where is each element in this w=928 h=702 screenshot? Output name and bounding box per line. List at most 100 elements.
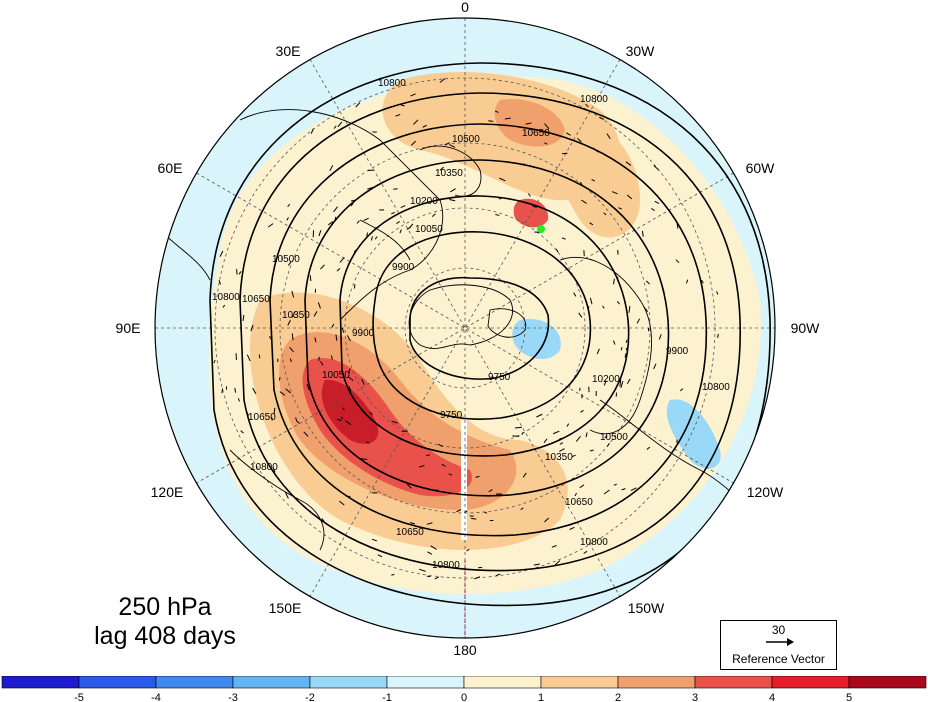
- wind-vector: [287, 261, 292, 266]
- wind-vector: [320, 264, 325, 270]
- colorbar-tick-label: 0: [461, 692, 467, 702]
- wind-vector: [410, 93, 416, 97]
- wind-vector: [391, 573, 395, 576]
- wind-vector: [222, 304, 226, 308]
- wind-vector: [431, 213, 436, 217]
- wind-vector: [306, 383, 310, 391]
- colorbar-tick-label: 4: [769, 692, 775, 702]
- wind-vector: [499, 177, 506, 182]
- wind-vector: [336, 418, 342, 422]
- wind-vector: [391, 211, 395, 215]
- wind-vector: [339, 257, 345, 263]
- contour-label-10200: 10200: [410, 196, 438, 207]
- wind-vector: [474, 576, 481, 580]
- wind-vector: [514, 426, 522, 429]
- wind-vector: [448, 473, 453, 476]
- contour-label-10500-b: 10500: [600, 432, 628, 443]
- wind-vector: [532, 205, 537, 208]
- longitude-labels: 0 30W 60W 90W 120W 150W 180 150E 120E 90…: [116, 0, 821, 658]
- wind-vector: [466, 549, 470, 552]
- wind-vector: [314, 337, 317, 343]
- wind-vector: [336, 267, 341, 272]
- colorbar-box: [386, 676, 465, 689]
- wind-vector: [317, 302, 321, 309]
- wind-vector: [475, 475, 480, 478]
- colorbar-box: [78, 676, 157, 689]
- wind-vector: [272, 466, 276, 473]
- wind-vector: [353, 247, 359, 253]
- wind-vector: [334, 216, 337, 221]
- contour-label-10800-b: 10800: [580, 537, 608, 548]
- wind-vector: [313, 311, 318, 317]
- contour-label-9900-right: 9900: [666, 346, 689, 357]
- contour-label-10650-sw: 10650: [248, 412, 276, 423]
- wind-vector: [544, 517, 550, 523]
- wind-vector: [400, 104, 405, 107]
- wind-vector: [374, 236, 378, 240]
- wind-vector: [439, 166, 444, 171]
- wind-vector: [267, 223, 274, 228]
- wind-vector: [653, 165, 660, 171]
- wind-vector: [406, 226, 411, 230]
- wind-vector: [581, 199, 587, 204]
- wind-vector: [410, 140, 417, 146]
- wind-vector: [619, 379, 622, 387]
- reference-arrow-icon: [766, 638, 794, 646]
- colorbar-box: [309, 676, 388, 689]
- wind-vector: [303, 431, 309, 437]
- wind-vector: [464, 510, 468, 514]
- wind-vector: [625, 347, 629, 353]
- wind-vector: [536, 413, 543, 418]
- wind-vector: [289, 346, 294, 353]
- wind-vector: [603, 489, 610, 495]
- wind-vector: [213, 359, 216, 364]
- colorbar-box: [694, 676, 773, 689]
- wind-vector: [269, 335, 272, 340]
- wind-vector: [410, 522, 416, 525]
- wind-vector: [589, 222, 594, 226]
- wind-vector: [520, 507, 524, 510]
- wind-vector: [449, 144, 456, 148]
- wind-vector: [583, 550, 588, 554]
- wind-vector: [599, 116, 605, 120]
- wind-vector: [625, 339, 628, 343]
- wind-vector: [654, 200, 660, 204]
- wind-vector: [602, 305, 605, 309]
- wind-vector: [558, 437, 562, 441]
- wind-vector: [238, 271, 242, 275]
- wind-vector: [361, 378, 365, 385]
- lon-label-120e: 120E: [151, 484, 184, 500]
- wind-vector: [337, 121, 343, 128]
- contour-label-9900: 9900: [392, 262, 415, 273]
- wind-vector: [625, 161, 632, 166]
- wind-vector: [279, 391, 286, 396]
- contour-label-10500: 10500: [452, 134, 480, 145]
- colorbar-tick-label: -5: [74, 692, 84, 702]
- wind-vector: [604, 435, 608, 439]
- contour-label-10800-left: 10800: [212, 292, 240, 303]
- height-contours: [209, 62, 771, 607]
- wind-vector: [221, 388, 224, 394]
- wind-vector: [701, 279, 704, 284]
- wind-vector: [628, 305, 631, 313]
- contour-label-10350-b: 10350: [545, 452, 573, 463]
- contour-label-10800-right: 10800: [580, 94, 608, 105]
- wind-vector: [346, 335, 351, 342]
- wind-vector: [643, 306, 649, 312]
- wind-vector: [286, 217, 289, 221]
- contour-label-9900-b: 9900: [352, 328, 375, 339]
- wind-vector: [571, 454, 576, 458]
- wind-vector: [645, 280, 650, 285]
- wind-vector: [333, 206, 338, 213]
- wind-vector: [413, 119, 419, 125]
- wind-vector: [350, 199, 355, 202]
- contour-labels: 10800 10800 10650 10500 10350 10200 1005…: [212, 78, 730, 571]
- contour-label-10650-c: 10650: [396, 527, 424, 538]
- wind-vector: [418, 568, 426, 572]
- lag-label: lag 408 days: [94, 622, 236, 650]
- wind-vector: [367, 186, 374, 190]
- wind-vector: [246, 411, 250, 416]
- colorbar-box: [848, 676, 927, 689]
- pressure-level-label: 250 hPa: [118, 593, 212, 621]
